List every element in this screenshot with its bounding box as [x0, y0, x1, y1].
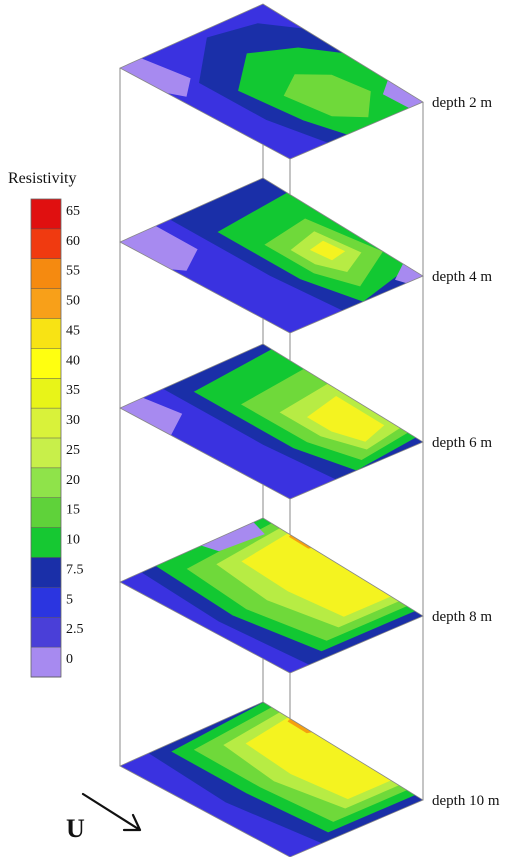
depth-label: depth 8 m — [432, 609, 492, 625]
depth-label: depth 4 m — [432, 269, 492, 285]
legend-tick-label: 65 — [66, 204, 80, 219]
legend-tick-label: 40 — [66, 353, 80, 368]
layer-3: depth 6 m — [119, 343, 492, 500]
layer-border — [119, 701, 424, 857]
legend-swatch — [31, 497, 61, 529]
legend-tick-label: 5 — [66, 592, 73, 607]
depth-label: depth 2 m — [432, 95, 492, 111]
legend-title: Resistivity — [8, 170, 76, 187]
contour-region — [283, 74, 371, 118]
layer-border — [119, 517, 424, 674]
layer-2: depth 4 m — [119, 177, 492, 334]
layer-border — [119, 3, 424, 160]
layer-5: depth 10 m — [119, 701, 500, 857]
legend-tick-label: 10 — [66, 533, 80, 548]
legend-swatch — [31, 228, 61, 260]
depth-layers: depth 2 m depth 4 m depth 6 m depth 8 m dept… — [119, 3, 500, 857]
legend-tick-label: 15 — [66, 503, 80, 518]
legend-swatch — [31, 438, 61, 469]
contour-region — [309, 240, 346, 261]
legend-swatch — [31, 527, 61, 558]
legend-swatch — [31, 617, 61, 648]
resistivity-map — [120, 518, 423, 673]
legend-tick-label: 55 — [66, 264, 80, 279]
layer-border — [119, 343, 424, 500]
resistivity-map — [120, 4, 423, 159]
legend-tick-label: 30 — [66, 413, 80, 428]
legend-swatch — [31, 378, 61, 409]
layer-1: depth 2 m — [119, 3, 492, 160]
layer-border — [119, 177, 424, 334]
legend-swatch — [31, 647, 61, 678]
depth-label: depth 6 m — [432, 435, 492, 451]
legend-tick-label: 0 — [66, 652, 73, 667]
resistivity-legend: Resistivity 6560555045403530252015107.55… — [8, 170, 84, 678]
resistivity-map — [120, 178, 423, 333]
legend-tick-label: 60 — [66, 234, 80, 249]
contour-region — [241, 529, 398, 617]
contour-region — [120, 58, 191, 97]
legend-tick-label: 2.5 — [66, 622, 84, 637]
direction-indicator: U — [66, 792, 142, 843]
depth-label: depth 10 m — [432, 793, 500, 809]
legend-tick-label: 25 — [66, 443, 80, 458]
legend-swatch — [31, 318, 61, 349]
direction-label: U — [66, 814, 85, 843]
legend-swatch — [31, 408, 61, 439]
legend-tick-label: 50 — [66, 294, 80, 309]
resistivity-map — [120, 344, 423, 499]
legend-swatch — [31, 467, 61, 499]
legend-tick-label: 35 — [66, 383, 80, 398]
legend-color-bar — [30, 198, 62, 678]
legend-swatch — [31, 258, 61, 290]
legend-tick-labels: 65 60 55 50 45 40 35 30 25 20 15 10 7.5 5 2.5 0 — [66, 204, 84, 667]
contour-region — [307, 396, 385, 442]
layer-4: depth 8 m — [119, 517, 492, 674]
legend-swatch — [31, 587, 61, 618]
direction-arrow-icon — [81, 792, 142, 832]
contour-region — [245, 713, 398, 800]
legend-swatch — [31, 557, 61, 588]
legend-swatch — [31, 199, 61, 230]
legend-tick-label: 20 — [66, 473, 80, 488]
legend-swatch — [31, 288, 61, 319]
legend-tick-label: 7.5 — [66, 562, 84, 577]
legend-swatch — [31, 348, 61, 379]
resistivity-map — [120, 702, 423, 857]
legend-tick-label: 45 — [66, 323, 80, 338]
